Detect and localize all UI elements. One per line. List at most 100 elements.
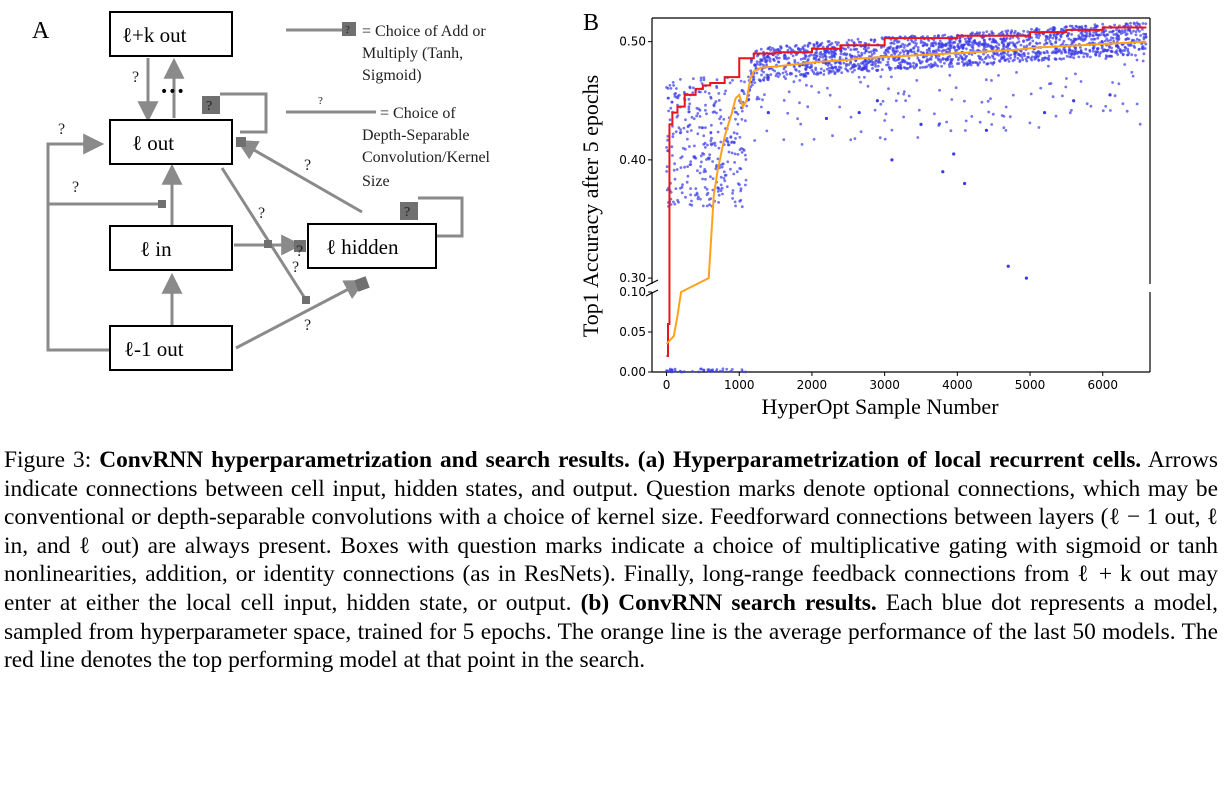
scatter-point bbox=[830, 65, 834, 69]
scatter-point bbox=[806, 105, 810, 109]
scatter-point bbox=[772, 58, 776, 61]
scatter-point bbox=[970, 53, 974, 56]
scatter-point bbox=[978, 120, 982, 124]
scatter-point bbox=[930, 42, 933, 46]
scatter-points bbox=[665, 21, 1148, 374]
scatter-point bbox=[872, 51, 876, 55]
scatter-point bbox=[992, 61, 996, 64]
scatter-point bbox=[988, 56, 991, 59]
node-lk-out: ℓ+k out bbox=[109, 11, 233, 57]
scatter-point bbox=[705, 158, 708, 161]
scatter-point bbox=[1061, 42, 1065, 46]
scatter-point bbox=[1121, 102, 1125, 106]
scatter-point bbox=[849, 48, 853, 52]
scatter-point bbox=[1096, 50, 1100, 54]
scatter-point bbox=[686, 130, 689, 134]
scatter-point bbox=[758, 63, 762, 67]
scatter-point bbox=[709, 131, 713, 134]
scatter-point bbox=[732, 131, 736, 135]
scatter-point bbox=[891, 49, 895, 52]
scatter-point bbox=[688, 145, 691, 148]
scatter-point bbox=[952, 152, 956, 156]
scatter-point bbox=[844, 67, 847, 70]
scatter-point bbox=[702, 368, 706, 372]
scatter-point bbox=[689, 129, 693, 132]
svg-text:= Choice of: = Choice of bbox=[380, 105, 456, 122]
scatter-point bbox=[817, 91, 821, 94]
scatter-point bbox=[716, 190, 720, 193]
scatter-point bbox=[764, 60, 768, 64]
scatter-point bbox=[1092, 37, 1096, 41]
scatter-point bbox=[1108, 54, 1112, 58]
scatter-point bbox=[723, 179, 727, 183]
scatter-point bbox=[1079, 80, 1083, 83]
scatter-point bbox=[711, 160, 714, 163]
scatter-point bbox=[1092, 31, 1095, 34]
scatter-point bbox=[751, 83, 754, 87]
x-tick-label: 6000 bbox=[1087, 378, 1118, 392]
scatter-point bbox=[699, 79, 703, 82]
scatter-point bbox=[1118, 49, 1122, 53]
scatter-point bbox=[699, 90, 702, 94]
scatter-point bbox=[1008, 37, 1012, 40]
scatter-point bbox=[1061, 94, 1064, 98]
scatter-point bbox=[833, 61, 837, 65]
scatter-point bbox=[863, 75, 866, 79]
scatter-point bbox=[1137, 48, 1141, 51]
scatter-point bbox=[721, 162, 724, 166]
scatter-point bbox=[901, 58, 904, 62]
scatter-point bbox=[1141, 45, 1145, 48]
scatter-point bbox=[943, 61, 946, 65]
scatter-point bbox=[978, 57, 982, 61]
scatter-point bbox=[982, 52, 985, 56]
scatter-point bbox=[903, 43, 906, 47]
scatter-point bbox=[717, 201, 720, 204]
scatter-point bbox=[1022, 29, 1026, 33]
scatter-point bbox=[673, 162, 676, 166]
scatter-point bbox=[779, 45, 782, 48]
scatter-point bbox=[717, 99, 721, 102]
scatter-point bbox=[739, 106, 743, 109]
scatter-point bbox=[812, 43, 816, 46]
scatter-point bbox=[988, 45, 991, 48]
best-model-line bbox=[666, 26, 1147, 357]
scatter-point bbox=[969, 36, 973, 39]
scatter-point bbox=[937, 34, 941, 38]
scatter-point bbox=[1027, 55, 1030, 59]
scatter-point bbox=[1022, 51, 1026, 55]
skip-lm1-to-lout bbox=[46, 133, 110, 352]
scatter-point bbox=[687, 107, 691, 111]
scatter-point bbox=[689, 160, 693, 164]
scatter-point bbox=[793, 60, 797, 64]
scatter-point bbox=[916, 136, 920, 139]
scatter-point bbox=[857, 75, 861, 79]
scatter-point bbox=[949, 44, 952, 48]
scatter-point bbox=[668, 84, 672, 87]
scatter-point bbox=[798, 101, 801, 105]
scatter-point bbox=[831, 69, 835, 73]
scatter-point bbox=[721, 369, 725, 373]
scatter-point bbox=[1101, 109, 1105, 113]
scatter-point bbox=[1042, 110, 1047, 115]
scatter-point bbox=[853, 137, 857, 141]
scatter-point bbox=[1003, 58, 1007, 62]
scatter-point bbox=[1058, 48, 1061, 52]
scatter-point bbox=[991, 112, 995, 116]
scatter-point bbox=[1122, 53, 1125, 56]
scatter-point bbox=[1091, 34, 1094, 37]
scatter-point bbox=[866, 84, 870, 88]
scatter-point bbox=[675, 168, 679, 171]
scatter-point bbox=[1077, 34, 1081, 37]
scatter-point bbox=[695, 193, 699, 196]
scatter-point bbox=[933, 34, 936, 38]
scatter-point bbox=[1110, 46, 1113, 50]
legend-gate-text: = Choice of Add or Multiply (Tanh, Sigmo… bbox=[362, 23, 486, 84]
scatter-point bbox=[1007, 54, 1011, 58]
scatter-point bbox=[969, 32, 973, 36]
scatter-point bbox=[856, 37, 860, 41]
scatter-point bbox=[964, 129, 967, 132]
scatter-point bbox=[731, 78, 734, 82]
q-mark: ? bbox=[318, 95, 323, 107]
scatter-point bbox=[1109, 38, 1112, 42]
scatter-point bbox=[828, 66, 831, 70]
